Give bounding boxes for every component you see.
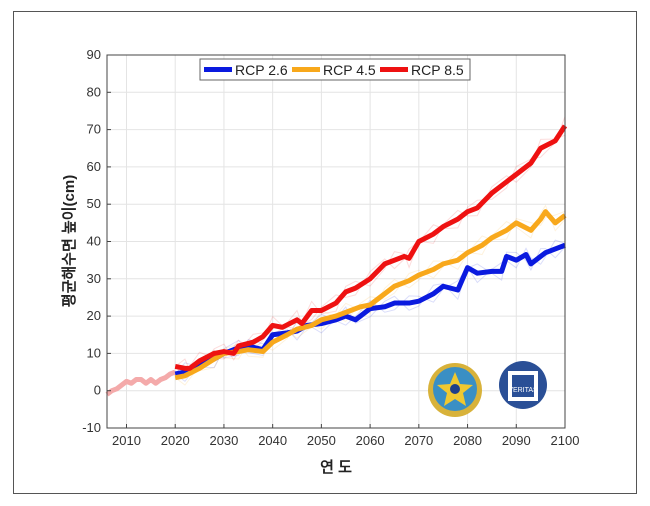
x-tick-label: 2080 xyxy=(453,433,482,448)
x-tick-label: 2030 xyxy=(209,433,238,448)
historical-line xyxy=(105,369,177,397)
series-line-rcp-8-5 xyxy=(174,124,568,371)
snu-logo: VERITAS xyxy=(499,361,547,409)
y-tick-label: -10 xyxy=(82,420,101,435)
legend-label: RCP 8.5 xyxy=(411,62,464,78)
x-tick-label: 2100 xyxy=(551,433,580,448)
x-tick-label: 2050 xyxy=(307,433,336,448)
y-tick-label: 80 xyxy=(87,84,101,99)
y-tick-label: 10 xyxy=(87,345,101,360)
ensemble-member-line xyxy=(174,134,566,372)
legend: RCP 2.6 RCP 4.5 RCP 8.5 xyxy=(199,58,471,81)
y-axis-label: 평균해수면 높이(cm) xyxy=(60,175,78,307)
x-tick-label: 2070 xyxy=(404,433,433,448)
x-tick-label: 2010 xyxy=(112,433,141,448)
ensemble-member-line xyxy=(174,116,566,379)
legend-label: RCP 2.6 xyxy=(235,62,288,78)
x-tick-label: 2040 xyxy=(258,433,287,448)
y-tick-label: 20 xyxy=(87,308,101,323)
x-axis-label: 연 도 xyxy=(320,459,352,476)
y-tick-label: 30 xyxy=(87,271,101,286)
series-line-rcp-4-5 xyxy=(174,209,567,381)
legend-label: RCP 4.5 xyxy=(323,62,376,78)
y-tick-label: 40 xyxy=(87,234,101,249)
y-tick-label: 90 xyxy=(87,47,101,62)
y-tick-label: 60 xyxy=(87,159,101,174)
x-tick-label: 2060 xyxy=(356,433,385,448)
khoa-logo xyxy=(428,363,482,417)
figure-frame xyxy=(13,11,637,494)
y-tick-label: 70 xyxy=(87,122,101,137)
y-tick-label: 50 xyxy=(87,196,101,211)
x-tick-label: 2090 xyxy=(502,433,531,448)
y-tick-label: 0 xyxy=(94,383,101,398)
x-tick-label: 2020 xyxy=(161,433,190,448)
snu-logo-text: VERITAS xyxy=(508,387,538,394)
